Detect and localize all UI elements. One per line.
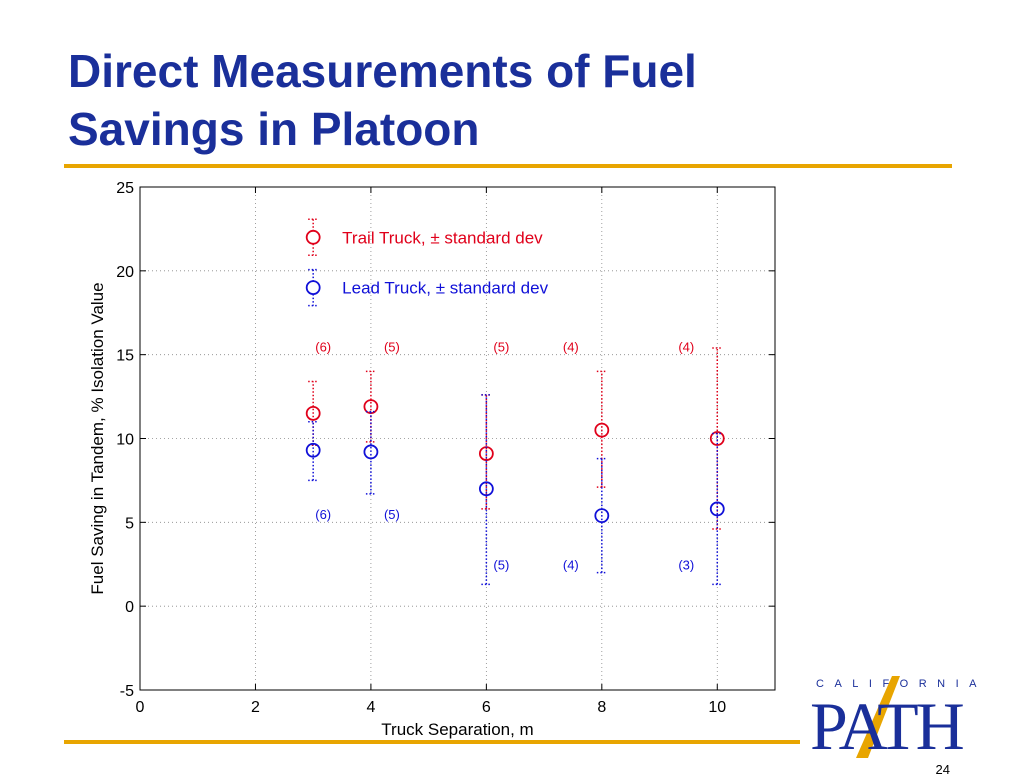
y-tick-label: 0 <box>125 599 134 616</box>
logo-california-text: CALIFORNIA <box>816 678 988 690</box>
data-point <box>363 444 379 460</box>
data-point <box>709 431 725 446</box>
legend-label: Lead Truck, ± standard dev <box>342 279 548 298</box>
y-tick-label: 15 <box>116 348 134 365</box>
legend-marker <box>305 229 321 245</box>
y-tick-label: 5 <box>125 515 134 532</box>
slide-title: Direct Measurements of Fuel Savings in P… <box>68 42 697 158</box>
sample-count-label: (5) <box>384 339 400 354</box>
y-axis-label: Fuel Saving in Tandem, % Isolation Value <box>88 282 107 594</box>
footer-divider <box>64 740 800 744</box>
x-tick-label: 6 <box>482 699 491 716</box>
y-tick-label: 20 <box>116 264 134 281</box>
data-point <box>594 422 610 438</box>
x-tick-label: 8 <box>597 699 606 716</box>
sample-count-label: (5) <box>493 339 509 354</box>
sample-count-label: (5) <box>384 507 400 522</box>
y-tick-label: -5 <box>120 683 134 700</box>
logo-path-text: PATH <box>810 688 965 764</box>
data-point <box>305 405 321 421</box>
sample-count-label: (6) <box>315 339 331 354</box>
x-tick-label: 10 <box>708 699 726 716</box>
slide-title-line-2: Savings in Platoon <box>68 103 480 155</box>
y-tick-label: 10 <box>116 432 134 449</box>
legend-marker <box>305 280 321 296</box>
x-axis-label: Truck Separation, m <box>381 720 533 739</box>
x-tick-label: 2 <box>251 699 260 716</box>
page-number: 24 <box>935 762 950 777</box>
data-point <box>305 442 321 458</box>
x-tick-label: 0 <box>136 699 145 716</box>
data-point <box>478 481 494 497</box>
logo-swoosh <box>856 676 900 758</box>
sample-count-label: (4) <box>678 339 694 354</box>
sample-count-label: (4) <box>563 339 579 354</box>
legend-label: Trail Truck, ± standard dev <box>342 228 543 247</box>
sample-count-label: (5) <box>493 557 509 572</box>
plot-area <box>140 187 775 690</box>
data-point <box>709 501 725 517</box>
x-tick-label: 4 <box>366 699 375 716</box>
y-tick-label: 25 <box>116 180 134 197</box>
data-point <box>594 508 610 524</box>
sample-count-label: (4) <box>563 557 579 572</box>
title-divider <box>64 164 952 168</box>
sample-count-label: (6) <box>315 507 331 522</box>
slide-title-line-1: Direct Measurements of Fuel <box>68 45 697 97</box>
sample-count-label: (3) <box>678 557 694 572</box>
